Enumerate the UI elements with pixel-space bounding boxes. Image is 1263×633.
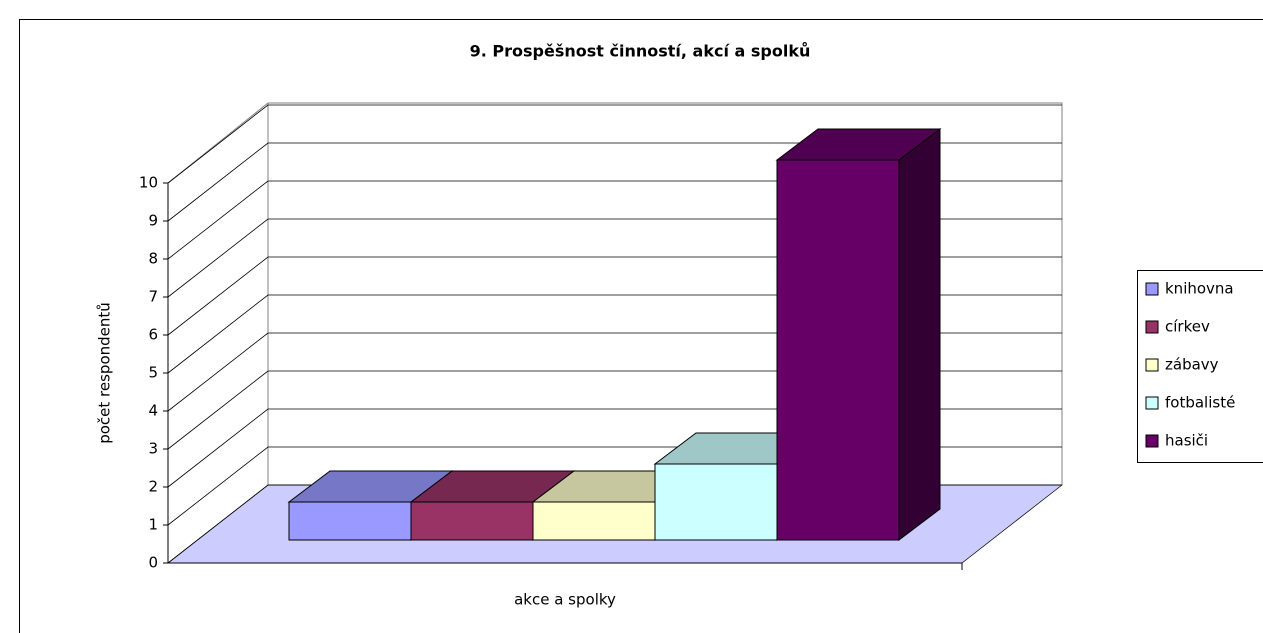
y-tick-label: 2 xyxy=(148,478,158,496)
bar xyxy=(775,127,942,542)
grid-line xyxy=(167,142,1062,222)
bar-front xyxy=(654,463,778,541)
legend-swatch xyxy=(1145,320,1159,334)
legend-label: fotbalisté xyxy=(1165,394,1235,412)
y-tick-label: 0 xyxy=(148,554,158,572)
y-tick-label: 10 xyxy=(139,174,158,192)
legend-label: zábavy xyxy=(1165,356,1219,374)
y-tick-label: 8 xyxy=(148,250,158,268)
legend-label: hasiči xyxy=(1165,432,1208,450)
y-tick-label: 7 xyxy=(148,288,158,306)
legend-label: církev xyxy=(1165,318,1210,336)
y-axis-label: počet respondentů xyxy=(96,302,114,444)
y-tick-label: 6 xyxy=(148,326,158,344)
y-tick-label: 5 xyxy=(148,364,158,382)
legend-swatch xyxy=(1145,358,1159,372)
bar-side xyxy=(898,127,941,542)
legend-swatch xyxy=(1145,282,1159,296)
legend-swatch xyxy=(1145,434,1159,448)
bar-front xyxy=(410,501,534,541)
chart-title: 9. Prospěšnost činností, akcí a spolků xyxy=(470,42,811,61)
y-tick-label: 4 xyxy=(148,402,158,420)
legend-label: knihovna xyxy=(1165,280,1234,298)
y-tick-label: 3 xyxy=(148,440,158,458)
bar-front xyxy=(776,159,900,541)
grid-line xyxy=(167,104,1062,184)
bar-front xyxy=(288,501,412,541)
y-tick-label: 1 xyxy=(148,516,158,534)
y-tick-label: 9 xyxy=(148,212,158,230)
x-tick-label: akce a spolky xyxy=(514,591,616,609)
bar-front xyxy=(532,501,656,541)
legend-swatch xyxy=(1145,396,1159,410)
